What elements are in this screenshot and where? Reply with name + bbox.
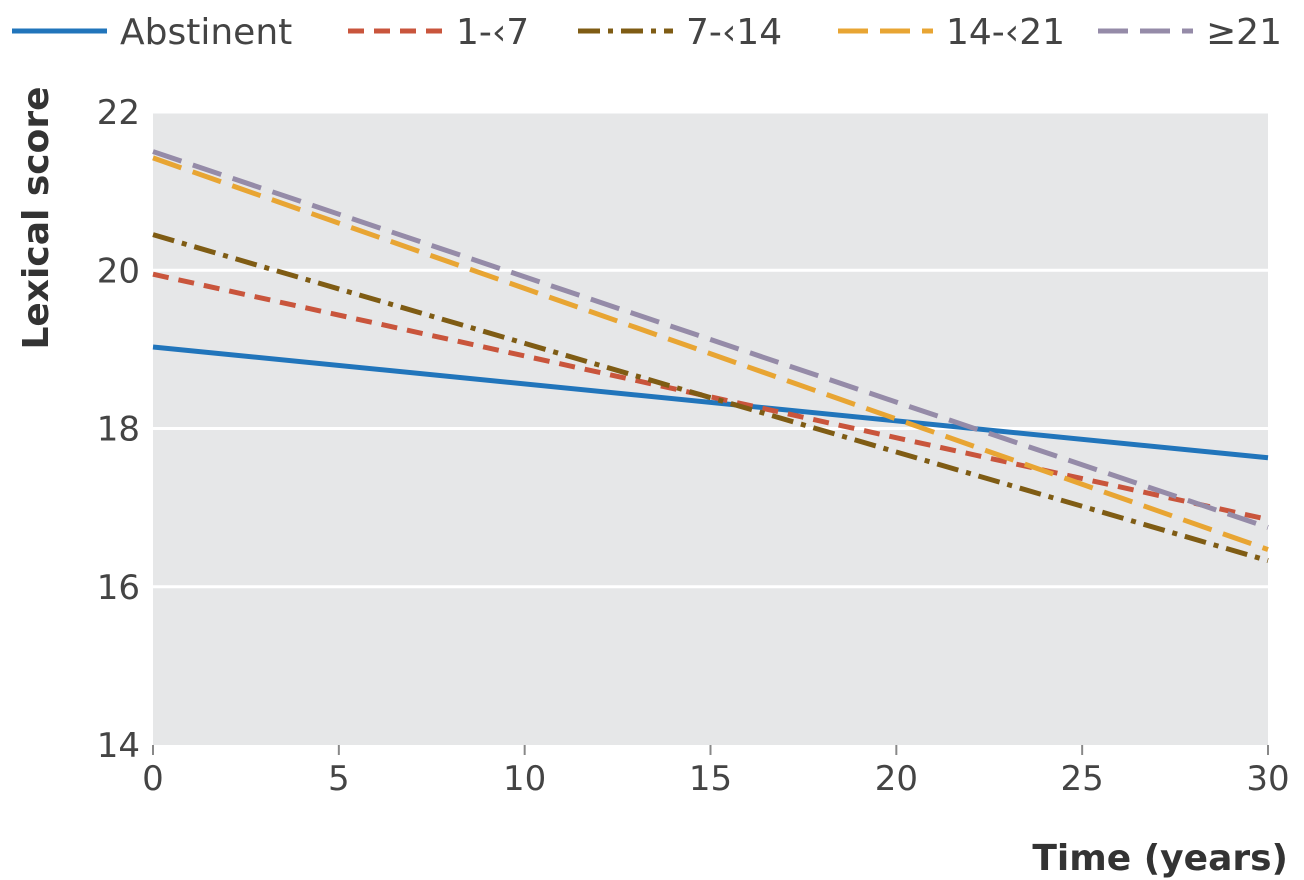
x-axis-title: Time (years) <box>1032 838 1288 879</box>
series-line-1 <box>152 344 1269 461</box>
x-tick-label: 0 <box>142 759 164 799</box>
y-tick-label: 20 <box>97 251 140 291</box>
y-tick-label: 22 <box>97 93 140 133</box>
legend-label: ≥21 <box>1206 12 1282 53</box>
legend-label: 7-‹14 <box>686 12 782 53</box>
series-line-3 <box>152 232 1269 564</box>
y-axis-title: Lexical score <box>16 86 57 349</box>
gridlines <box>153 110 1268 589</box>
y-tick-label: 16 <box>97 568 140 608</box>
y-tick-label: 18 <box>97 410 140 450</box>
x-tick-label: 20 <box>875 759 918 799</box>
x-axis: 0 5 10 15 20 25 30 <box>142 745 1290 799</box>
series-line-4 <box>152 155 1269 552</box>
legend-label: 14-‹21 <box>946 12 1065 53</box>
y-tick-label: 14 <box>97 726 140 766</box>
x-tick-label: 30 <box>1246 759 1289 799</box>
x-tick-label: 5 <box>328 759 350 799</box>
legend: Abstinent 1-‹7 7-‹14 14-‹21 ≥21 <box>12 12 1282 53</box>
x-tick-label: 10 <box>503 759 546 799</box>
y-axis: 14 16 18 20 22 <box>97 93 140 766</box>
series-line-2 <box>152 271 1269 522</box>
x-tick-label: 25 <box>1061 759 1104 799</box>
series-lines <box>152 149 1269 564</box>
legend-label: 1-‹7 <box>456 12 529 53</box>
series-line-5 <box>152 149 1269 530</box>
x-tick-label: 15 <box>689 759 732 799</box>
legend-label: Abstinent <box>120 12 292 53</box>
